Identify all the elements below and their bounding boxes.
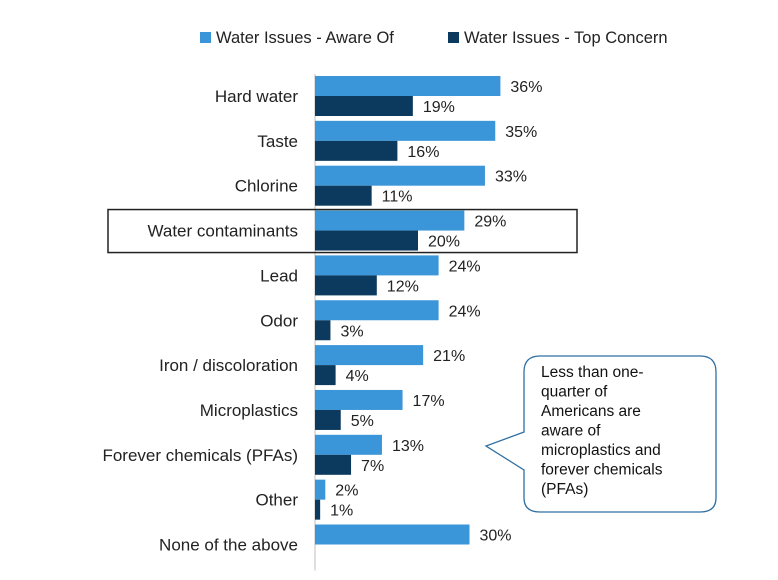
category-label-other: Other	[255, 491, 298, 510]
callout-line: Less than one-	[541, 364, 644, 381]
value-label-top-concern-microplastics: 5%	[351, 413, 374, 430]
value-label-top-concern-odor: 3%	[340, 323, 363, 340]
value-label-aware-of-odor: 24%	[449, 303, 481, 320]
callout-line: Americans are	[541, 403, 641, 420]
bar-aware-of-taste	[315, 120, 496, 141]
legend-label-aware-of: Water Issues - Aware Of	[216, 29, 394, 47]
callout-line: microplastics and	[541, 442, 661, 459]
value-label-top-concern-water-contaminants: 20%	[428, 234, 460, 251]
bar-aware-of-water-contaminants	[315, 210, 465, 231]
highlight-box-water-contaminants	[107, 208, 578, 254]
plot-area: Hard water 36% 19% Taste 35% 16% Chlorine 33% 11…	[102, 74, 578, 571]
category-label-iron-discoloration: Iron / discoloration	[159, 356, 298, 375]
value-label-aware-of-none-of-the-above: 30%	[480, 528, 512, 545]
callout-text: Less than one-quarter of Americans are awa…	[541, 364, 663, 498]
callout-line: (PFAs)	[541, 481, 588, 498]
value-label-aware-of-taste: 35%	[505, 124, 537, 141]
bar-top-concern-taste	[315, 140, 398, 161]
category-label-hard-water: Hard water	[215, 87, 298, 106]
value-label-aware-of-forever-chemicals-pfas: 13%	[392, 438, 424, 455]
bar-aware-of-microplastics	[315, 389, 403, 410]
legend-swatch-top-concern	[448, 32, 459, 43]
bar-top-concern-lead	[315, 275, 377, 296]
callout-line: aware of	[541, 423, 601, 440]
bar-top-concern-water-contaminants	[315, 230, 418, 251]
bar-top-concern-microplastics	[315, 409, 341, 430]
value-label-aware-of-iron-discoloration: 21%	[433, 348, 465, 365]
bar-top-concern-odor	[315, 320, 331, 341]
legend: Water Issues - Aware Of Water Issues - T…	[200, 29, 668, 47]
category-label-forever-chemicals-pfas: Forever chemicals (PFAs)	[102, 446, 298, 465]
value-label-aware-of-microplastics: 17%	[413, 393, 445, 410]
value-label-top-concern-iron-discoloration: 4%	[346, 368, 369, 385]
bar-top-concern-iron-discoloration	[315, 365, 336, 386]
legend-label-top-concern: Water Issues - Top Concern	[464, 29, 668, 47]
legend-swatch-aware-of	[200, 32, 211, 43]
value-label-aware-of-water-contaminants: 29%	[474, 214, 506, 231]
bar-aware-of-odor	[315, 300, 439, 321]
value-label-top-concern-taste: 16%	[407, 144, 439, 161]
callout-line: forever chemicals	[541, 462, 663, 479]
bar-top-concern-other	[315, 499, 321, 520]
bar-aware-of-none-of-the-above	[315, 524, 470, 545]
value-label-aware-of-chlorine: 33%	[495, 169, 527, 186]
bar-top-concern-forever-chemicals-pfas	[315, 454, 352, 475]
bar-aware-of-lead	[315, 255, 439, 276]
category-label-taste: Taste	[257, 132, 298, 151]
bar-top-concern-chlorine	[315, 185, 372, 206]
category-label-odor: Odor	[260, 311, 298, 330]
bar-aware-of-chlorine	[315, 165, 485, 186]
value-label-top-concern-other: 1%	[330, 503, 353, 520]
callout-bubble	[484, 355, 717, 513]
category-label-lead: Lead	[260, 266, 298, 285]
category-label-chlorine: Chlorine	[235, 177, 298, 196]
callout: Less than one-quarter of Americans are awa…	[484, 355, 717, 513]
value-label-top-concern-chlorine: 11%	[382, 189, 413, 206]
bar-aware-of-hard-water	[315, 76, 501, 96]
value-label-aware-of-other: 2%	[335, 483, 358, 500]
bar-aware-of-other	[315, 479, 326, 500]
bar-aware-of-forever-chemicals-pfas	[315, 434, 382, 455]
value-label-aware-of-hard-water: 36%	[510, 79, 542, 96]
category-label-microplastics: Microplastics	[200, 401, 298, 420]
category-label-none-of-the-above: None of the above	[159, 536, 298, 555]
value-label-top-concern-lead: 12%	[387, 278, 419, 295]
value-label-top-concern-hard-water: 19%	[423, 99, 455, 116]
bar-aware-of-iron-discoloration	[315, 345, 424, 366]
bar-top-concern-hard-water	[315, 96, 413, 116]
value-label-top-concern-forever-chemicals-pfas: 7%	[361, 458, 384, 475]
value-label-aware-of-lead: 24%	[449, 258, 481, 275]
category-label-water-contaminants: Water contaminants	[147, 222, 298, 241]
callout-line: quarter of	[541, 384, 608, 401]
